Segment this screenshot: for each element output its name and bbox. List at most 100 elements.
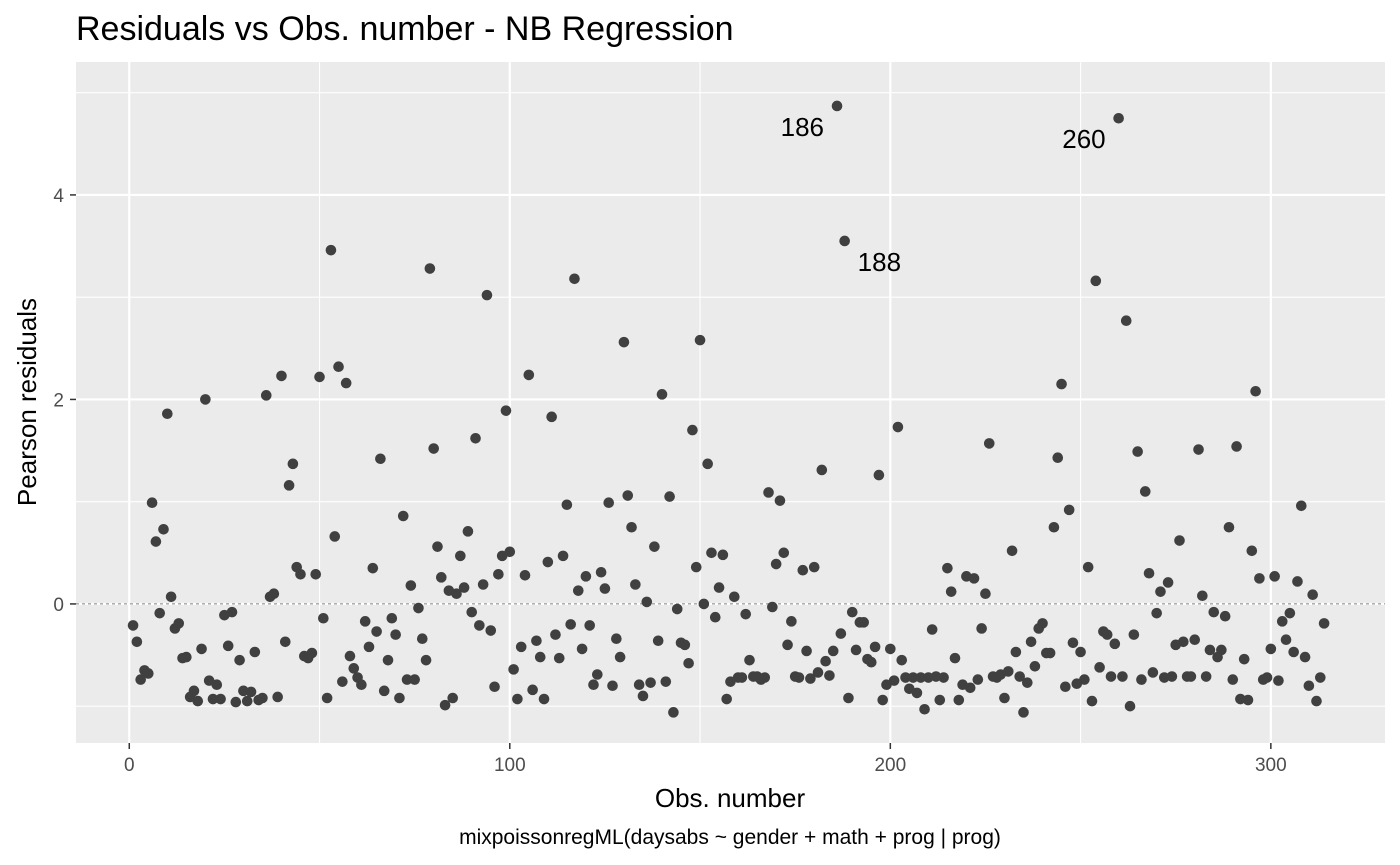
data-point — [980, 588, 991, 600]
data-point — [1315, 672, 1326, 683]
data-point — [877, 694, 889, 706]
data-point — [1022, 677, 1033, 688]
data-point — [892, 421, 904, 433]
data-point — [531, 635, 542, 647]
data-point — [919, 703, 930, 715]
data-point — [630, 579, 641, 590]
data-point — [713, 582, 725, 593]
data-point — [1067, 637, 1079, 649]
data-point — [869, 641, 881, 653]
data-point — [645, 677, 656, 688]
data-point — [1223, 521, 1235, 533]
data-point — [325, 244, 337, 256]
y-tick-label: 4 — [53, 186, 64, 207]
data-point — [1197, 590, 1208, 602]
data-point — [1086, 695, 1098, 707]
data-point — [348, 663, 360, 674]
data-point — [279, 636, 291, 648]
data-point — [1280, 634, 1292, 646]
data-point — [569, 273, 580, 285]
data-point — [1014, 671, 1025, 682]
data-point — [474, 620, 485, 631]
data-point — [1231, 441, 1242, 452]
data-point — [1120, 315, 1132, 326]
data-point — [287, 458, 299, 470]
data-point — [1155, 586, 1166, 597]
data-point — [1284, 607, 1296, 619]
data-point — [1052, 452, 1064, 464]
data-point — [949, 652, 961, 664]
y-axis-title: Pearson residuals — [12, 298, 42, 506]
data-point — [801, 645, 812, 657]
data-point — [1094, 662, 1105, 673]
data-point — [230, 696, 242, 708]
data-point — [188, 685, 200, 697]
data-point — [1147, 667, 1159, 678]
data-point — [885, 643, 896, 655]
data-point — [371, 626, 382, 637]
data-point — [812, 667, 824, 678]
y-tick-label: 0 — [53, 595, 64, 616]
data-point — [580, 571, 592, 582]
y-tick-label: 2 — [53, 390, 64, 411]
data-point — [428, 443, 439, 454]
data-point — [226, 606, 238, 618]
data-point — [945, 586, 957, 597]
data-point — [721, 693, 732, 705]
data-point — [1090, 275, 1102, 287]
data-point — [1185, 671, 1197, 682]
data-point — [318, 612, 329, 624]
data-point — [896, 654, 908, 666]
data-point — [1136, 674, 1147, 685]
data-point — [900, 672, 911, 683]
data-point — [1189, 634, 1201, 646]
data-point — [1139, 486, 1151, 497]
data-point — [493, 568, 504, 580]
data-point — [405, 580, 417, 591]
data-point — [652, 635, 664, 647]
data-point — [447, 692, 459, 704]
data-point — [1261, 672, 1273, 683]
data-point — [656, 389, 668, 400]
data-point — [1299, 651, 1311, 663]
data-point — [268, 588, 280, 600]
data-point — [1318, 618, 1330, 629]
data-point — [706, 547, 717, 559]
data-point — [508, 664, 519, 675]
data-point — [1178, 636, 1189, 648]
data-point — [767, 601, 778, 613]
data-point — [1018, 707, 1029, 718]
data-point — [1303, 680, 1315, 692]
data-point — [420, 654, 432, 666]
data-point — [972, 674, 984, 685]
data-point — [1048, 521, 1060, 533]
data-point — [272, 691, 283, 703]
data-point — [512, 693, 523, 705]
data-point — [553, 652, 565, 664]
data-point — [782, 639, 793, 651]
data-point — [196, 643, 207, 655]
data-point — [839, 235, 850, 247]
y-axis-ticks: 0 2 4 — [53, 186, 76, 616]
data-point — [557, 550, 569, 562]
data-point — [378, 685, 390, 697]
data-point — [679, 639, 691, 651]
data-point — [1075, 646, 1086, 658]
data-point — [717, 549, 729, 561]
data-point — [1307, 589, 1319, 601]
data-point — [207, 693, 219, 705]
data-point — [611, 633, 622, 645]
data-point — [245, 686, 257, 698]
data-point — [831, 100, 843, 112]
x-tick-label: 0 — [124, 755, 135, 776]
data-point — [968, 573, 980, 584]
data-point — [1044, 647, 1056, 659]
data-point — [344, 650, 356, 662]
data-point — [820, 655, 831, 667]
data-point — [241, 695, 253, 707]
data-point — [146, 497, 158, 509]
data-point — [1132, 446, 1143, 457]
data-point — [1063, 504, 1075, 516]
data-point — [470, 432, 481, 444]
